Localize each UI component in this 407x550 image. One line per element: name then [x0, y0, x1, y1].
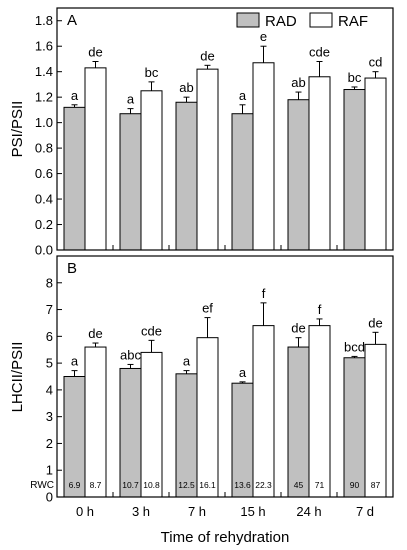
rwc-value-raf-5: 87 — [371, 480, 381, 490]
sig-letter-raf-3: e — [260, 29, 267, 44]
sig-letter-raf-5: cd — [369, 55, 383, 70]
plot-frame — [56, 255, 394, 498]
bar-rad-0 — [63, 106, 86, 251]
bar-rad-0 — [63, 376, 86, 498]
sig-letter-rad-1: a — [127, 92, 135, 107]
bar-rad-5 — [343, 89, 366, 251]
bar-rad-2 — [175, 373, 198, 498]
legend-swatch-raf — [309, 12, 333, 28]
y-tick-label: 0.0 — [35, 243, 53, 258]
y-tick-label: 2 — [46, 436, 53, 451]
bar-rad-4 — [287, 346, 310, 498]
bar-raf-2 — [196, 68, 219, 251]
rwc-value-raf-3: 22.3 — [255, 480, 272, 490]
y-tick-label: 1.6 — [35, 39, 53, 54]
y-axis-title: PSI/PSII — [9, 101, 26, 158]
sig-letter-rad-2: ab — [179, 80, 193, 95]
plot-frame — [56, 7, 394, 251]
y-tick-label: 0 — [46, 490, 53, 505]
y-tick-label: 8 — [46, 275, 53, 290]
sig-letter-rad-0: a — [71, 88, 79, 103]
bar-rad-1 — [119, 113, 142, 251]
sig-letter-rad-5: bc — [348, 70, 362, 85]
panel-a: a a ab a ab bc de bc de e cde cd 0.0 0.2 0.4 0.6 0.8 1.0 1… — [9, 7, 394, 258]
sig-letter-raf-1: cde — [141, 323, 162, 338]
sig-letter-raf-0: de — [88, 44, 102, 59]
bar-rad-4 — [287, 99, 310, 251]
legend-label-raf: RAF — [338, 13, 368, 30]
rwc-value-rad-0: 6.9 — [69, 480, 81, 490]
sig-letter-raf-2: ef — [202, 301, 213, 316]
rwc-value-rad-1: 10.7 — [122, 480, 139, 490]
sig-letter-raf-4: f — [318, 302, 322, 317]
panel-label: B — [67, 260, 77, 277]
bar-raf-1 — [140, 351, 163, 498]
x-axis-title: Time of rehydration — [161, 529, 290, 546]
x-tick-label: 7 h — [188, 504, 206, 519]
sig-letter-rad-0: a — [71, 354, 79, 369]
y-tick-label: 7 — [46, 302, 53, 317]
bar-raf-5 — [364, 343, 387, 498]
bar-rad-5 — [343, 357, 366, 498]
rwc-row-label: RWC — [30, 480, 54, 491]
panel-label: A — [67, 12, 77, 29]
bar-raf-3 — [252, 325, 275, 498]
y-tick-label: 1 — [46, 463, 53, 478]
y-tick-label: 0.4 — [35, 192, 53, 207]
sig-letter-rad-4: ab — [291, 75, 305, 90]
panel-b: a6.9abc10.7a12.5a13.6de45bcd90de8.7cde10… — [9, 255, 394, 546]
bar-raf-4 — [308, 325, 331, 498]
rwc-value-rad-4: 45 — [294, 480, 304, 490]
y-tick-label: 5 — [46, 356, 53, 371]
bar-rad-1 — [119, 367, 142, 498]
x-tick-label: 15 h — [240, 504, 265, 519]
sig-letter-raf-3: f — [262, 286, 266, 301]
y-tick-label: 1.4 — [35, 64, 53, 79]
y-tick-label: 1.8 — [35, 13, 53, 28]
rwc-value-raf-4: 71 — [315, 480, 325, 490]
rwc-value-rad-3: 13.6 — [234, 480, 251, 490]
sig-letter-raf-4: cde — [309, 44, 330, 59]
y-tick-label: 1.2 — [35, 90, 53, 105]
bar-raf-1 — [140, 90, 163, 251]
bar-rad-2 — [175, 101, 198, 251]
x-tick-label: 0 h — [76, 504, 94, 519]
y-axis-title: LHCII/PSII — [9, 342, 26, 413]
x-tick-label: 24 h — [296, 504, 321, 519]
sig-letter-rad-4: de — [291, 321, 305, 336]
sig-letter-raf-2: de — [200, 48, 214, 63]
x-tick-label: 3 h — [132, 504, 150, 519]
sig-letter-rad-1: abc — [120, 347, 141, 362]
sig-letter-rad-3: a — [239, 365, 247, 380]
bar-raf-0 — [84, 346, 107, 498]
sig-letter-raf-1: bc — [145, 65, 159, 80]
y-tick-label: 0.2 — [35, 217, 53, 232]
y-tick-label: 1.0 — [35, 115, 53, 130]
y-tick-label: 4 — [46, 382, 53, 397]
sig-letter-rad-5: bcd — [344, 339, 365, 354]
bar-raf-4 — [308, 76, 331, 251]
rwc-value-rad-2: 12.5 — [178, 480, 195, 490]
sig-letter-rad-3: a — [239, 88, 247, 103]
y-tick-label: 6 — [46, 329, 53, 344]
bar-raf-5 — [364, 77, 387, 251]
y-tick-label: 0.6 — [35, 166, 53, 181]
legend-swatch-rad — [236, 12, 260, 28]
rwc-value-raf-1: 10.8 — [143, 480, 160, 490]
rwc-value-raf-2: 16.1 — [199, 480, 216, 490]
sig-letter-rad-2: a — [183, 354, 191, 369]
sig-letter-raf-5: de — [368, 315, 382, 330]
legend-label-rad: RAD — [265, 13, 297, 30]
y-tick-label: 0.8 — [35, 141, 53, 156]
sig-letter-raf-0: de — [88, 326, 102, 341]
x-tick-label: 7 d — [356, 504, 374, 519]
rwc-value-raf-0: 8.7 — [90, 480, 102, 490]
bar-rad-3 — [231, 113, 254, 251]
y-tick-label: 3 — [46, 409, 53, 424]
bar-raf-3 — [252, 62, 275, 251]
bar-raf-0 — [84, 67, 107, 251]
bar-raf-2 — [196, 337, 219, 498]
rwc-value-rad-5: 90 — [350, 480, 360, 490]
